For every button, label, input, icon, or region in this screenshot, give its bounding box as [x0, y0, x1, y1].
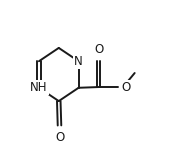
Text: O: O — [55, 131, 64, 144]
Text: NH: NH — [30, 81, 48, 94]
Text: O: O — [121, 81, 131, 94]
Text: O: O — [94, 43, 103, 56]
Text: N: N — [74, 55, 83, 68]
